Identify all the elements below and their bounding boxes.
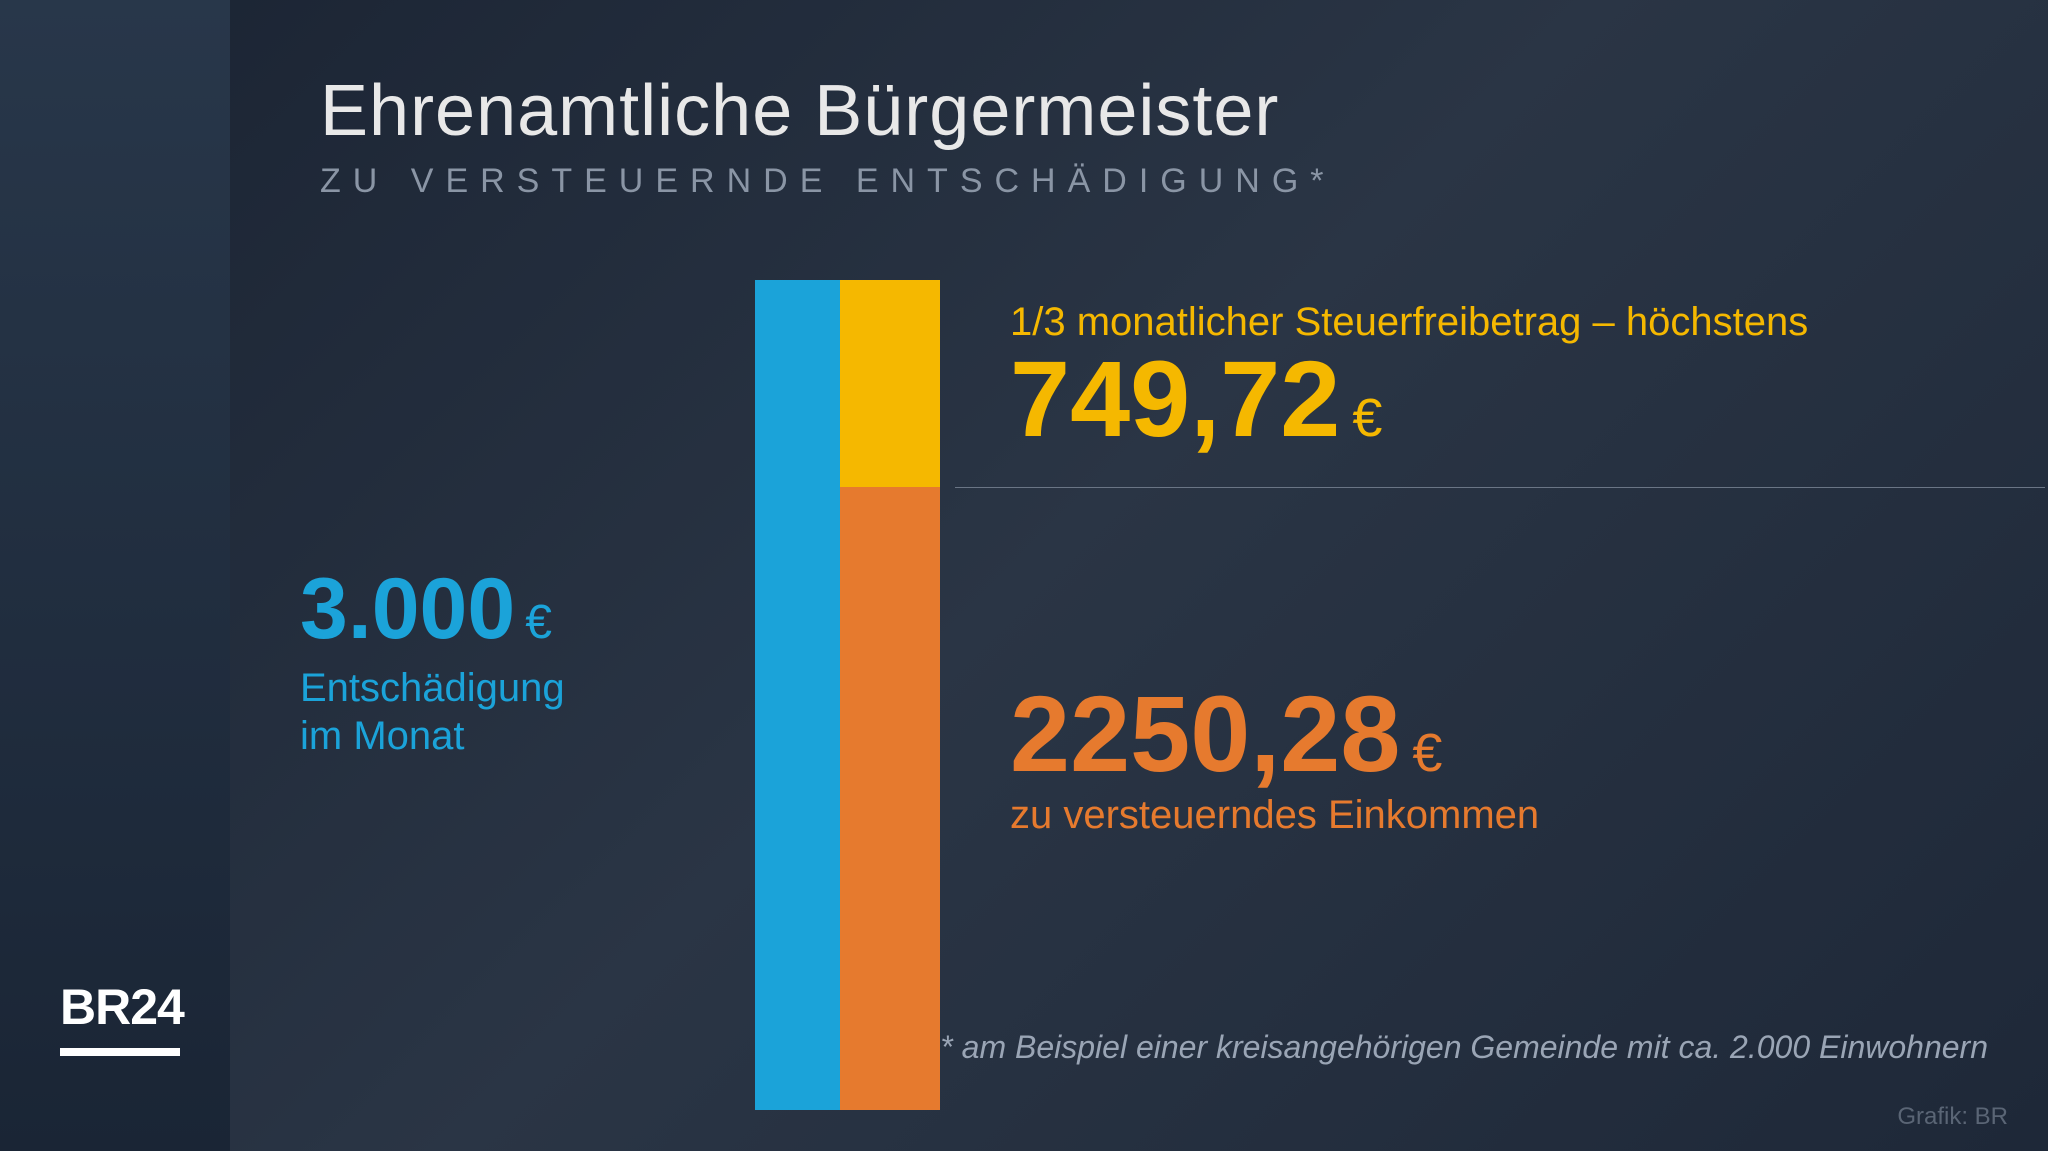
tax-free-value: 749,72 [1010, 338, 1340, 459]
bar-split [840, 280, 940, 1110]
bar-total [755, 280, 840, 1110]
bar-segment-taxable [840, 487, 940, 1110]
page-subtitle: ZU VERSTEUERNDE ENTSCHÄDIGUNG* [320, 162, 1336, 201]
credit: Grafik: BR [1897, 1103, 2008, 1131]
total-label: 3.000€ Entschädigungim Monat [300, 560, 565, 760]
logo-underline [60, 1048, 180, 1056]
tax-free-label: 1/3 monatlicher Steuerfreibetrag – höchs… [1010, 300, 1808, 453]
taxable-label: 2250,28€ zu versteuerndes Einkommen [1010, 680, 1539, 838]
taxable-caption: zu versteuerndes Einkommen [1010, 793, 1539, 838]
bar-segment-tax-free [840, 280, 940, 487]
taxable-currency: € [1412, 723, 1442, 783]
total-caption: Entschädigungim Monat [300, 664, 565, 760]
logo-text: BR24 [60, 978, 184, 1036]
taxable-value: 2250,28 [1010, 673, 1400, 794]
divider-line [955, 487, 2045, 488]
br24-logo: BR24 [60, 978, 184, 1056]
stacked-bar-chart [755, 280, 955, 1110]
header: Ehrenamtliche Bürgermeister ZU VERSTEUER… [320, 70, 1336, 201]
tax-free-currency: € [1352, 388, 1382, 448]
page-title: Ehrenamtliche Bürgermeister [320, 70, 1336, 152]
total-currency: € [525, 596, 552, 649]
total-value: 3.000 [300, 561, 515, 657]
footnote: * am Beispiel einer kreisangehörigen Gem… [940, 1029, 1988, 1066]
